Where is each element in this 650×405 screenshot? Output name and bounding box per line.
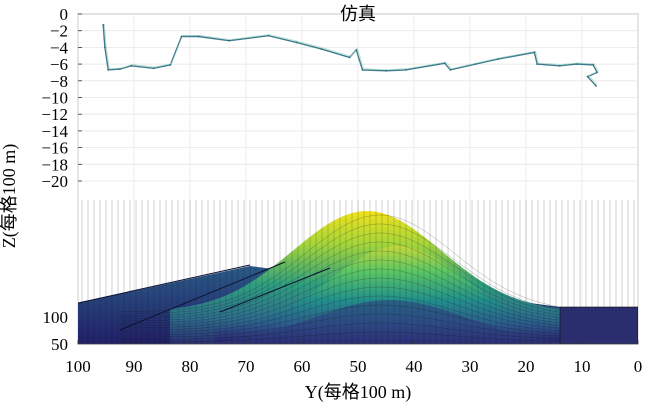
trajectory-point [449,69,452,71]
x-tick-label: 100 [65,357,91,376]
y-tick-label: −20 [41,172,68,191]
y-tick-label: 0 [60,5,69,24]
x-tick-label: 80 [182,357,199,376]
mesh-contour [120,268,637,326]
trajectory-point [228,39,231,42]
y-tick-label: −16 [41,139,68,158]
trajectory-point [474,63,477,65]
x-tick-label: 90 [126,357,143,376]
trajectory-point [497,58,499,60]
mesh-contour [120,250,636,322]
trajectory-point [443,62,446,65]
mesh-contour [120,286,636,331]
y-tick-label: −4 [50,38,69,57]
trajectory-point [595,84,597,87]
trajectory-point [361,69,364,71]
trajectory-point [533,51,536,54]
mesh-contour [119,214,636,312]
mesh-contour [120,313,636,338]
trajectory-point [575,63,578,65]
terrain-ledge [559,306,638,344]
trajectory-point [320,48,323,50]
depth-tick-label: 50 [51,335,68,354]
trajectory-point [169,64,172,66]
trajectory-point [385,69,387,72]
depth-tick-label: 100 [43,308,69,327]
trajectory-point [180,35,183,38]
trajectory-point [592,64,595,66]
mesh-contour [120,223,637,315]
trajectory-point [596,71,598,74]
mesh-contour [120,295,636,333]
y-tick-label: −6 [50,55,68,74]
trajectory-point [404,69,407,71]
x-tick-label: 30 [462,357,479,376]
trajectory-point [267,34,270,37]
mesh-contour [120,331,636,343]
trajectory-point [104,46,106,49]
trajectory-point [197,35,200,38]
y-tick-label: −8 [50,72,68,91]
trajectory-point [348,56,351,59]
terrain-surface [78,200,638,344]
y-tick-label: −18 [41,155,68,174]
trajectory-point [152,67,155,70]
y-axis-label: Z(每格100 m) [0,144,20,248]
x-tick-label: 60 [294,357,311,376]
mesh-contour [120,322,637,340]
ridge-line [219,267,331,313]
mesh-contour [120,232,637,317]
trajectory-point [558,64,561,67]
mesh-contour [120,241,636,319]
x-tick-label: 20 [518,357,535,376]
mesh-contour [120,277,637,329]
x-axis-label: Y(每格100 m) [305,382,412,403]
trajectory-series [102,23,599,87]
mesh-contour [120,304,636,336]
mesh-contour [119,259,636,324]
x-tick-label: 0 [634,357,643,376]
y-tick-label: −2 [50,22,68,41]
trajectory-point [102,24,105,26]
ridge-line [119,261,286,331]
y-tick-label: −12 [41,105,68,124]
y-tick-label: −10 [41,89,68,108]
x-tick-label: 40 [406,357,423,376]
ridge-line [78,264,251,304]
trajectory-point [130,64,133,67]
trajectory-point [355,49,358,51]
y-tick-label: −14 [41,122,68,141]
trajectory-point [586,75,589,78]
x-tick-label: 50 [350,357,367,376]
trajectory-point [119,68,121,70]
trajectory-point [295,41,298,44]
trajectory-line [102,24,599,87]
x-tick-label: 10 [574,357,591,376]
chart-title: 仿真 [340,4,376,25]
trajectory-point [107,69,110,71]
x-tick-label: 70 [238,357,255,376]
trajectory-line-secondary [104,23,599,85]
trajectory-point [536,63,539,65]
